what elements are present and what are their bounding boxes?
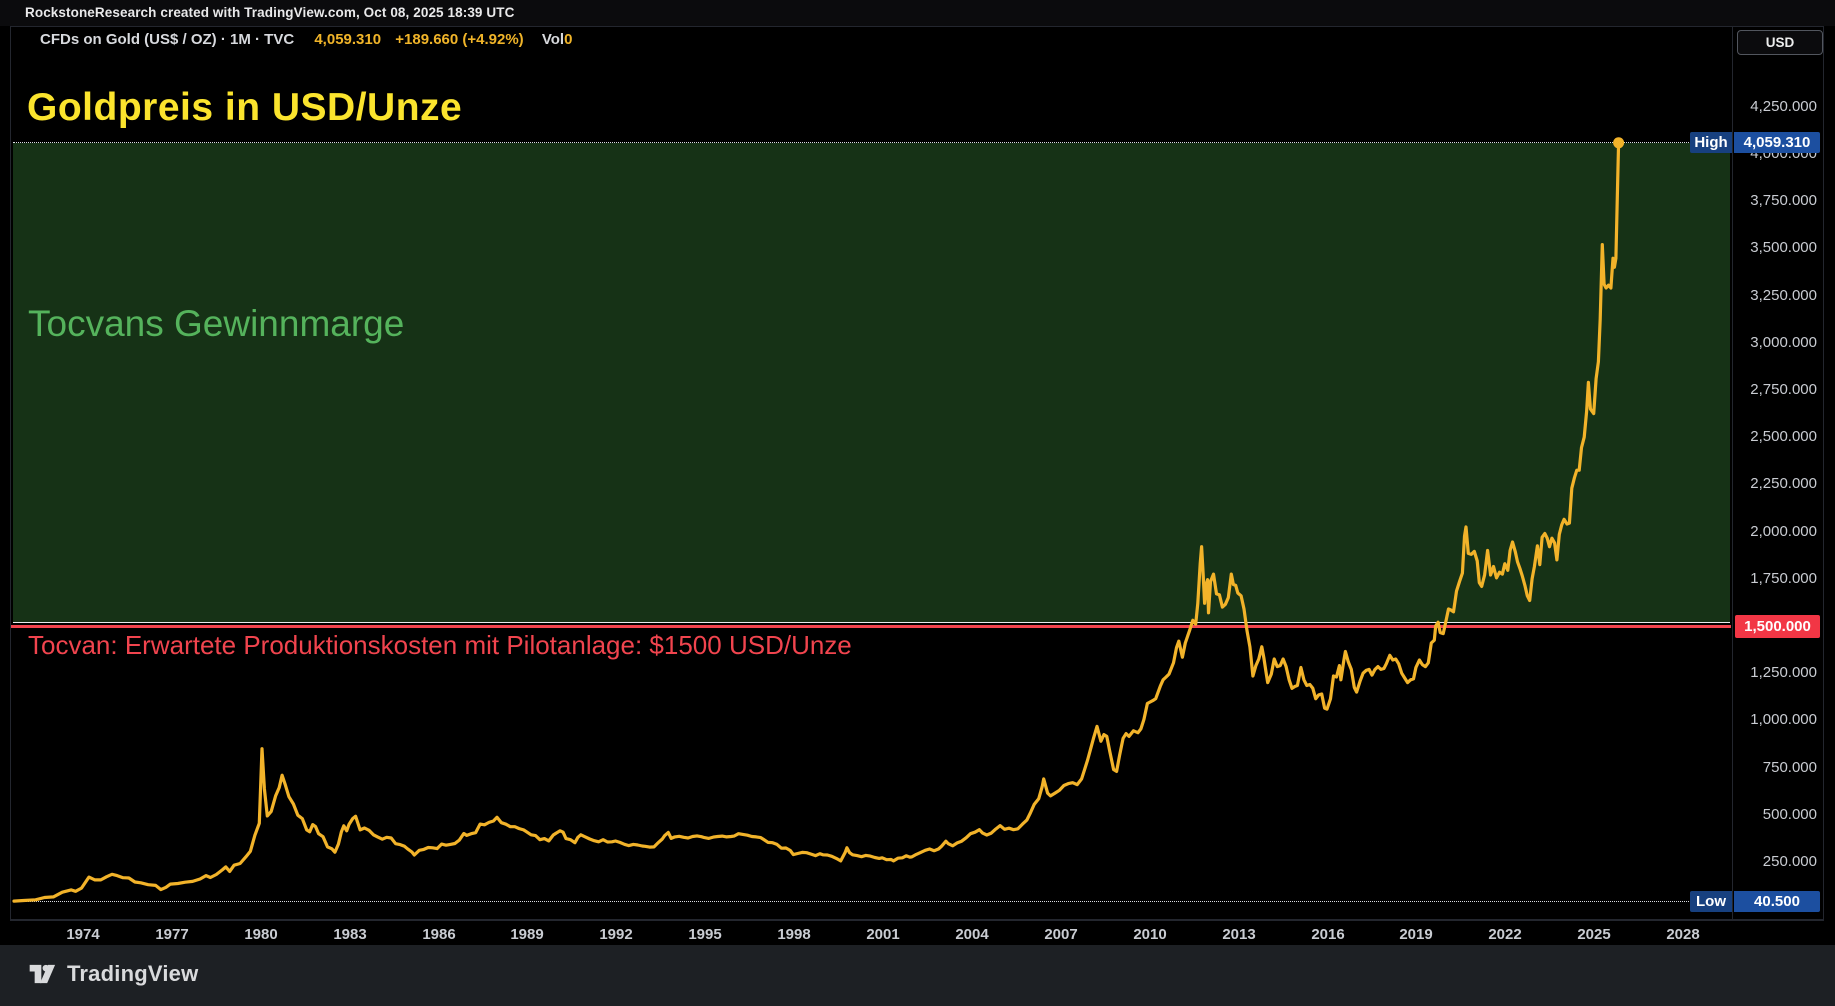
price-tick: 750.000	[1762, 759, 1817, 776]
time-tick: 2010	[1133, 926, 1167, 943]
time-tick: 2016	[1311, 926, 1345, 943]
time-tick: 2019	[1399, 926, 1433, 943]
price-tick: 2,750.000	[1750, 381, 1817, 398]
time-axis[interactable]: 1974 1977 1980 1983 1986 1989 1992 1995 1998 2001…	[10, 920, 1824, 945]
tradingview-icon	[29, 964, 56, 984]
time-tick: 1980	[244, 926, 278, 943]
currency-toggle-button[interactable]: USD	[1737, 30, 1823, 55]
price-tick: 1,000.000	[1750, 711, 1817, 728]
price-tick: 1,250.000	[1750, 664, 1817, 681]
price-axis[interactable]: 4,250.000 4,000.000 3,750.000 3,500.000 3,25…	[1733, 26, 1825, 920]
price-tick: 500.000	[1762, 806, 1817, 823]
price-tick: 250.000	[1762, 853, 1817, 870]
profit-zone-label: Tocvans Gewinnmarge	[28, 303, 405, 344]
time-tick: 1986	[422, 926, 456, 943]
price-tick: 4,250.000	[1750, 98, 1817, 115]
time-tick: 2022	[1488, 926, 1522, 943]
time-tick: 1989	[510, 926, 544, 943]
time-tick: 2025	[1577, 926, 1611, 943]
high-badge-label: High	[1690, 132, 1732, 153]
time-tick: 2001	[866, 926, 900, 943]
attribution-bar: RockstoneResearch created with TradingVi…	[0, 0, 1835, 26]
symbol-description: CFDs on Gold (US$ / OZ) · 1M · TVC	[40, 31, 295, 48]
cost-price-badge: 1,500.000	[1735, 615, 1820, 638]
price-tick: 3,250.000	[1750, 287, 1817, 304]
time-tick: 2004	[955, 926, 989, 943]
high-badge-value: 4,059.310	[1734, 132, 1820, 153]
price-tick: 2,250.000	[1750, 475, 1817, 492]
time-tick: 1998	[777, 926, 811, 943]
footer-bar: TradingView	[0, 945, 1835, 1006]
time-tick: 2007	[1044, 926, 1078, 943]
time-tick: 2013	[1222, 926, 1256, 943]
tradingview-wordmark: TradingView	[67, 961, 199, 986]
price-tick: 2,000.000	[1750, 523, 1817, 540]
time-tick: 1983	[333, 926, 367, 943]
price-axis-separator	[1732, 26, 1733, 920]
production-cost-label: Tocvan: Erwartete Produktionskosten mit …	[28, 630, 852, 660]
price-tick: 3,000.000	[1750, 334, 1817, 351]
time-tick: 1977	[155, 926, 189, 943]
time-tick: 1992	[599, 926, 633, 943]
price-tick: 1,750.000	[1750, 570, 1817, 587]
tradingview-logo[interactable]: TradingView	[28, 959, 198, 989]
price-tick: 3,500.000	[1750, 239, 1817, 256]
price-tick: 3,750.000	[1750, 192, 1817, 209]
time-tick: 1995	[688, 926, 722, 943]
chart-title: Goldpreis in USD/Unze	[27, 86, 463, 129]
symbol-header: CFDs on Gold (US$ / OZ) · 1M · TVC 4,059…	[40, 31, 572, 49]
time-tick: 2028	[1666, 926, 1700, 943]
price-tick: 2,500.000	[1750, 428, 1817, 445]
volume-value: 0	[564, 31, 573, 48]
price-change: +189.660 (+4.92%)	[395, 31, 524, 48]
volume-label: Vol	[541, 31, 565, 48]
time-tick: 1974	[66, 926, 100, 943]
chart-plot-area[interactable]	[11, 27, 1732, 920]
low-badge-label: Low	[1690, 891, 1732, 912]
attribution-text: RockstoneResearch created with TradingVi…	[25, 5, 515, 20]
low-badge-value: 40.500	[1734, 891, 1820, 912]
last-price: 4,059.310	[314, 31, 382, 48]
